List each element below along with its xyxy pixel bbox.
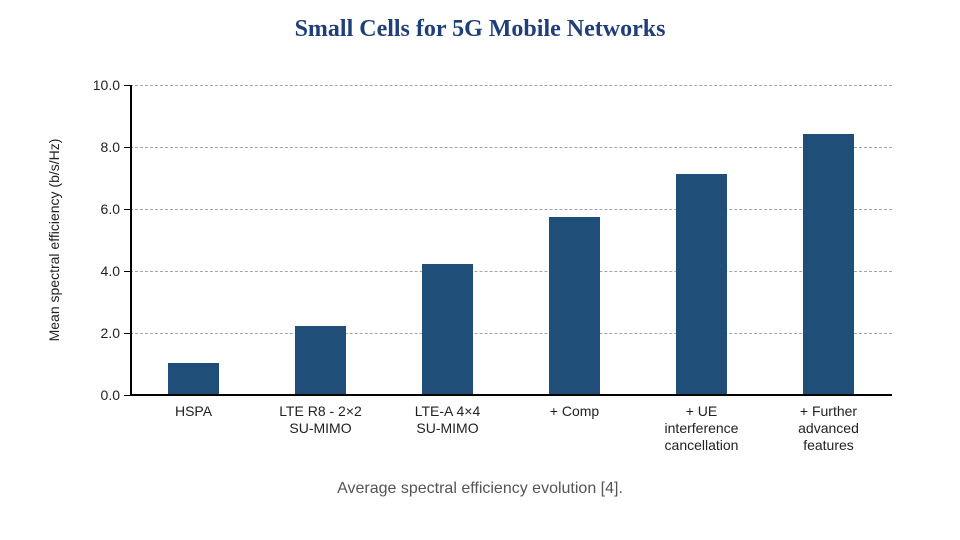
x-axis <box>130 394 892 396</box>
y-axis <box>130 85 132 395</box>
gridline <box>130 209 892 210</box>
y-tick-label: 6.0 <box>80 201 120 217</box>
gridline <box>130 147 892 148</box>
y-tick-label: 2.0 <box>80 325 120 341</box>
bar <box>168 363 219 394</box>
y-tick-label: 8.0 <box>80 139 120 155</box>
bar-chart: 0.02.04.06.08.010.0HSPALTE R8 - 2×2 SU-M… <box>130 85 892 395</box>
x-category-label: HSPA <box>130 403 257 420</box>
bar <box>676 174 727 394</box>
plot-area: 0.02.04.06.08.010.0HSPALTE R8 - 2×2 SU-M… <box>130 85 892 395</box>
bar <box>803 134 854 394</box>
y-tick-label: 10.0 <box>80 77 120 93</box>
page-title: Small Cells for 5G Mobile Networks <box>0 16 960 43</box>
bar <box>549 217 600 394</box>
chart-caption: Average spectral efficiency evolution [4… <box>0 480 960 498</box>
gridline <box>130 333 892 334</box>
page: Small Cells for 5G Mobile Networks 0.02.… <box>0 0 960 540</box>
x-category-label: LTE-A 4×4 SU-MIMO <box>384 403 511 437</box>
x-category-label: + Comp <box>511 403 638 420</box>
bar <box>295 326 346 394</box>
y-axis-title: Mean spectral efficiency (b/s/Hz) <box>46 139 62 342</box>
gridline <box>130 85 892 86</box>
bar <box>422 264 473 394</box>
x-category-label: LTE R8 - 2×2 SU-MIMO <box>257 403 384 437</box>
x-category-label: + UE interference cancellation <box>638 403 765 453</box>
y-tick-label: 0.0 <box>80 387 120 403</box>
gridline <box>130 271 892 272</box>
x-category-label: + Further advanced features <box>765 403 892 453</box>
y-tick-label: 4.0 <box>80 263 120 279</box>
